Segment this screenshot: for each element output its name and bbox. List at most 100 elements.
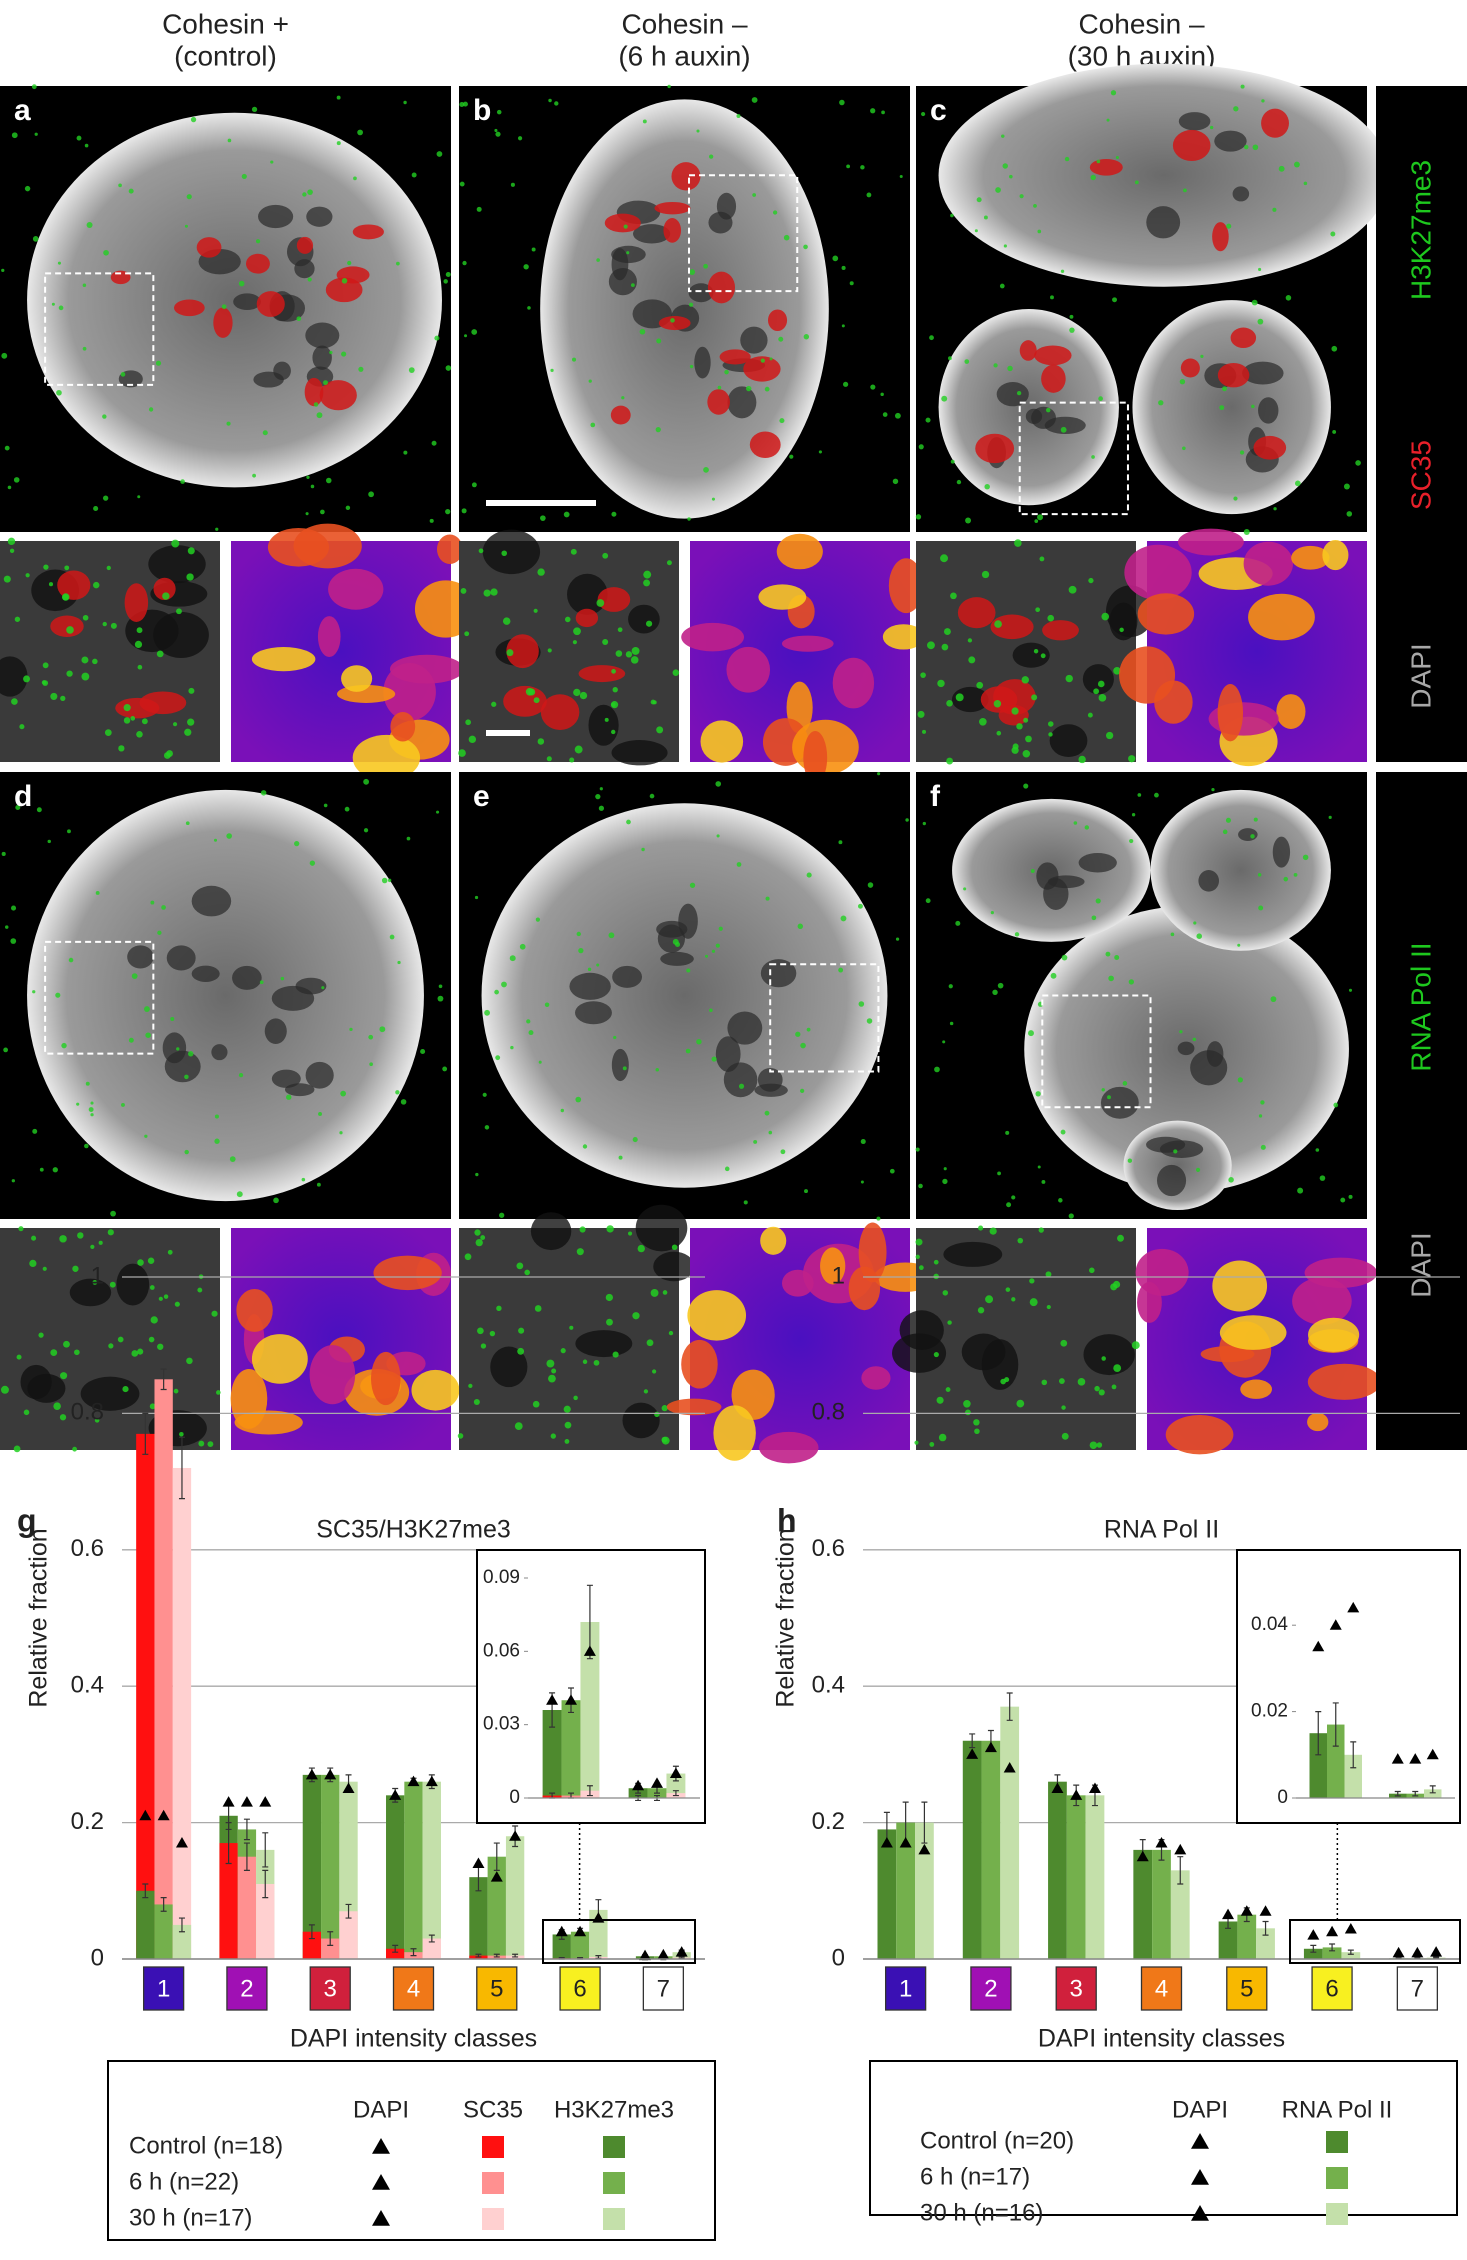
green-dot bbox=[50, 1349, 58, 1357]
heat-blob bbox=[713, 1405, 756, 1461]
green-dot bbox=[1058, 1198, 1063, 1203]
bar bbox=[172, 1467, 192, 1959]
green-dot bbox=[950, 592, 957, 600]
green-dot bbox=[1114, 955, 1120, 960]
green-dot bbox=[1050, 972, 1057, 979]
green-dot bbox=[596, 599, 605, 607]
dark-spot bbox=[482, 529, 541, 575]
green-dot bbox=[1294, 480, 1301, 487]
green-dot bbox=[999, 283, 1005, 289]
dark-spot bbox=[588, 704, 619, 746]
heat-blob bbox=[1292, 1277, 1352, 1325]
panel-label: b bbox=[473, 94, 491, 127]
red-speckle bbox=[604, 213, 641, 233]
green-dot bbox=[711, 949, 716, 953]
y-tick-label: 0.4 bbox=[812, 1672, 845, 1699]
green-dot bbox=[1209, 125, 1214, 130]
legend-marker bbox=[1191, 2205, 1209, 2221]
green-dot bbox=[968, 656, 976, 664]
green-dot bbox=[1011, 707, 1019, 715]
green-dot bbox=[724, 1166, 730, 1172]
green-dot bbox=[925, 898, 931, 904]
green-dot bbox=[783, 234, 790, 241]
green-dot bbox=[1113, 667, 1121, 675]
green-dot bbox=[626, 251, 630, 255]
green-dot bbox=[1240, 84, 1245, 89]
green-dot bbox=[1127, 1158, 1133, 1163]
red-speckle bbox=[578, 665, 626, 683]
green-dot bbox=[1028, 1030, 1034, 1037]
heat-blob bbox=[700, 720, 744, 763]
green-dot bbox=[996, 730, 1002, 736]
green-dot bbox=[632, 1312, 640, 1320]
y-tick-label: 0 bbox=[832, 1944, 845, 1971]
heat-blob bbox=[317, 616, 341, 658]
green-dot bbox=[1025, 735, 1032, 743]
bar bbox=[469, 1877, 488, 1959]
green-dot bbox=[15, 804, 21, 810]
bar bbox=[1303, 1948, 1323, 1959]
green-dot bbox=[606, 1318, 613, 1326]
green-dot bbox=[582, 1144, 588, 1149]
error-bar bbox=[1412, 1790, 1419, 1797]
green-dot bbox=[98, 1240, 103, 1245]
green-dot bbox=[1001, 134, 1005, 138]
green-dot bbox=[1251, 299, 1258, 306]
green-dot bbox=[341, 278, 348, 284]
bar bbox=[172, 1924, 192, 1959]
green-dot bbox=[1016, 723, 1023, 730]
green-dot bbox=[1348, 988, 1353, 992]
green-dot bbox=[462, 260, 467, 266]
green-dot bbox=[161, 905, 166, 910]
green-dot bbox=[86, 222, 93, 229]
green-dot bbox=[976, 681, 984, 689]
green-dot bbox=[1014, 539, 1022, 547]
green-dot bbox=[938, 1433, 947, 1442]
green-dot bbox=[92, 1279, 98, 1285]
green-dot bbox=[149, 1285, 155, 1290]
red-speckle bbox=[57, 570, 91, 600]
green-dot bbox=[949, 1021, 954, 1026]
green-dot bbox=[849, 281, 854, 286]
green-dot bbox=[533, 608, 538, 613]
green-dot bbox=[1285, 295, 1292, 301]
dark-spot bbox=[191, 885, 232, 917]
y-tick-label: 0.4 bbox=[71, 1672, 104, 1699]
green-dot bbox=[4, 445, 10, 451]
panel-label: e bbox=[473, 780, 490, 813]
green-dot bbox=[689, 269, 696, 275]
green-dot bbox=[654, 1411, 660, 1418]
green-dot bbox=[1340, 1197, 1346, 1203]
green-dot bbox=[1137, 793, 1142, 797]
green-dot bbox=[32, 236, 39, 242]
green-dot bbox=[163, 1294, 169, 1299]
green-dot bbox=[642, 119, 647, 124]
dark-spot bbox=[305, 1061, 334, 1089]
dark-spot bbox=[951, 686, 989, 713]
dark-spot bbox=[69, 1278, 112, 1307]
legend-header: DAPI bbox=[353, 2096, 409, 2123]
green-dot bbox=[7, 485, 12, 490]
green-dot bbox=[1017, 1237, 1024, 1244]
heat-blob bbox=[1307, 1412, 1329, 1432]
green-dot bbox=[979, 717, 987, 726]
green-dot bbox=[1034, 519, 1039, 523]
green-dot bbox=[47, 839, 51, 844]
green-dot bbox=[652, 1369, 657, 1374]
dapi-marker bbox=[1347, 1601, 1360, 1613]
dark-spot bbox=[628, 604, 660, 634]
green-dot bbox=[176, 608, 182, 615]
x-tick-label: 4 bbox=[407, 1975, 420, 2002]
green-dot bbox=[789, 454, 794, 459]
green-dot bbox=[294, 840, 300, 847]
green-dot bbox=[1, 352, 8, 359]
green-dot bbox=[59, 1235, 67, 1243]
green-dot bbox=[491, 701, 497, 707]
green-dot bbox=[184, 1074, 189, 1080]
green-dot bbox=[494, 989, 499, 995]
heat-blob bbox=[293, 523, 362, 569]
error-bar bbox=[1433, 1956, 1440, 1959]
green-dot bbox=[1257, 318, 1264, 325]
green-dot bbox=[1119, 627, 1124, 633]
heat-blob bbox=[781, 1269, 814, 1297]
